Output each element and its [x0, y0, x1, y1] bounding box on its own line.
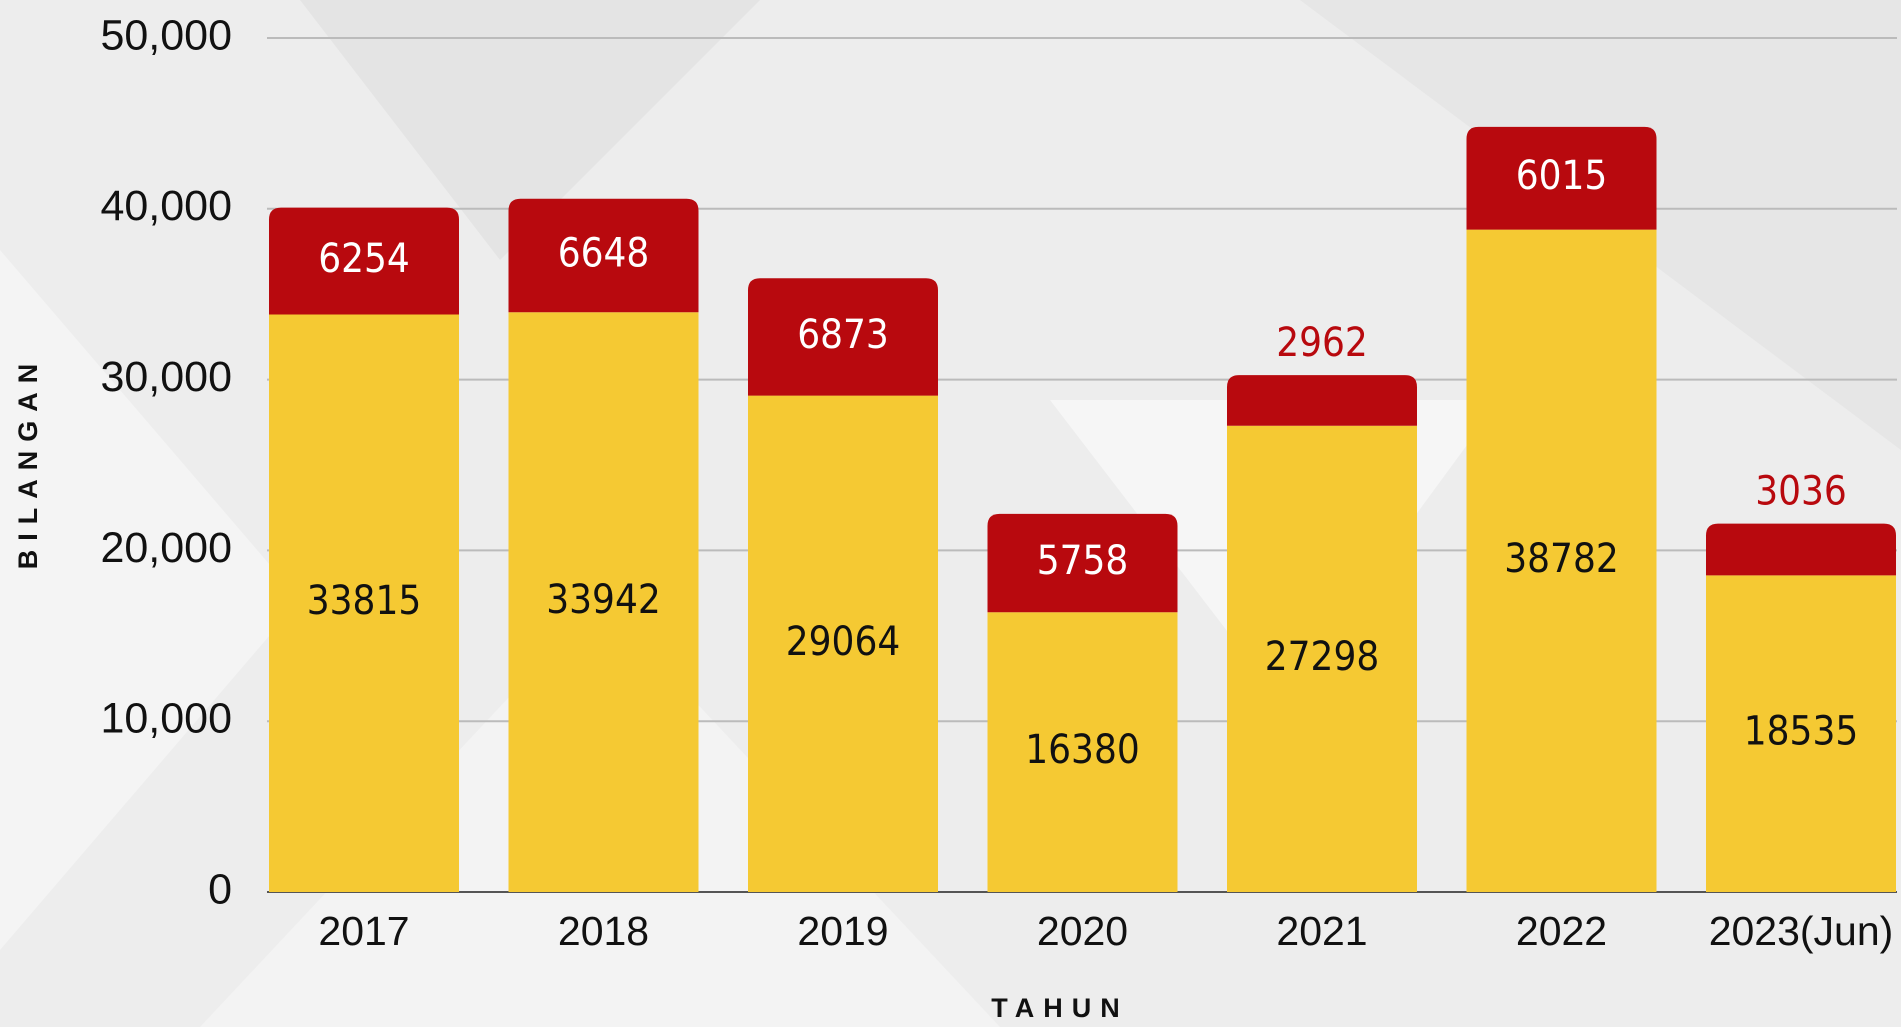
bar-segment [1706, 575, 1896, 892]
y-axis-title: BILANGAN [13, 355, 43, 570]
bar-segment [748, 395, 938, 892]
data-label: 2962 [1276, 320, 1368, 366]
y-tick-label: 50,000 [100, 11, 232, 59]
bar-segment [987, 513, 1178, 613]
data-label: 5758 [1037, 538, 1129, 584]
y-tick-label: 40,000 [100, 182, 232, 230]
y-tick-label: 10,000 [100, 695, 232, 743]
bar-segment [987, 612, 1178, 892]
y-tick-label: 0 [208, 865, 232, 913]
data-label: 33815 [307, 578, 421, 624]
bar-segment [269, 314, 459, 892]
data-label: 6873 [797, 312, 889, 358]
bar-segment [508, 312, 699, 892]
data-label: 33942 [546, 577, 660, 623]
bar-segment [748, 278, 938, 396]
data-label: 6254 [318, 236, 410, 282]
data-label: 6648 [558, 230, 650, 276]
bar-segment [1466, 229, 1657, 892]
bar-segment [1706, 523, 1896, 576]
data-label: 38782 [1504, 536, 1618, 582]
data-label: 6015 [1516, 153, 1608, 199]
x-tick-label: 2023(Jun) [1709, 908, 1894, 954]
bar-segment [1466, 126, 1657, 230]
data-label: 18535 [1744, 709, 1858, 755]
data-label: 29064 [786, 619, 900, 665]
y-tick-label: 30,000 [100, 353, 232, 401]
y-tick-label: 20,000 [100, 524, 232, 572]
x-tick-label: 2017 [318, 908, 409, 954]
x-tick-label: 2019 [797, 908, 888, 954]
bar-segment [1227, 375, 1417, 426]
x-tick-label: 2022 [1516, 908, 1607, 954]
data-label: 16380 [1025, 727, 1139, 773]
x-axis-title: TAHUN [991, 993, 1128, 1023]
bar-segment [508, 198, 699, 313]
data-label: 27298 [1265, 634, 1379, 680]
data-label: 3036 [1755, 469, 1847, 515]
bar-segment [269, 207, 459, 315]
x-tick-label: 2021 [1276, 908, 1367, 954]
x-tick-label: 2018 [558, 908, 649, 954]
bar-segment [1227, 425, 1417, 892]
x-tick-label: 2020 [1037, 908, 1128, 954]
